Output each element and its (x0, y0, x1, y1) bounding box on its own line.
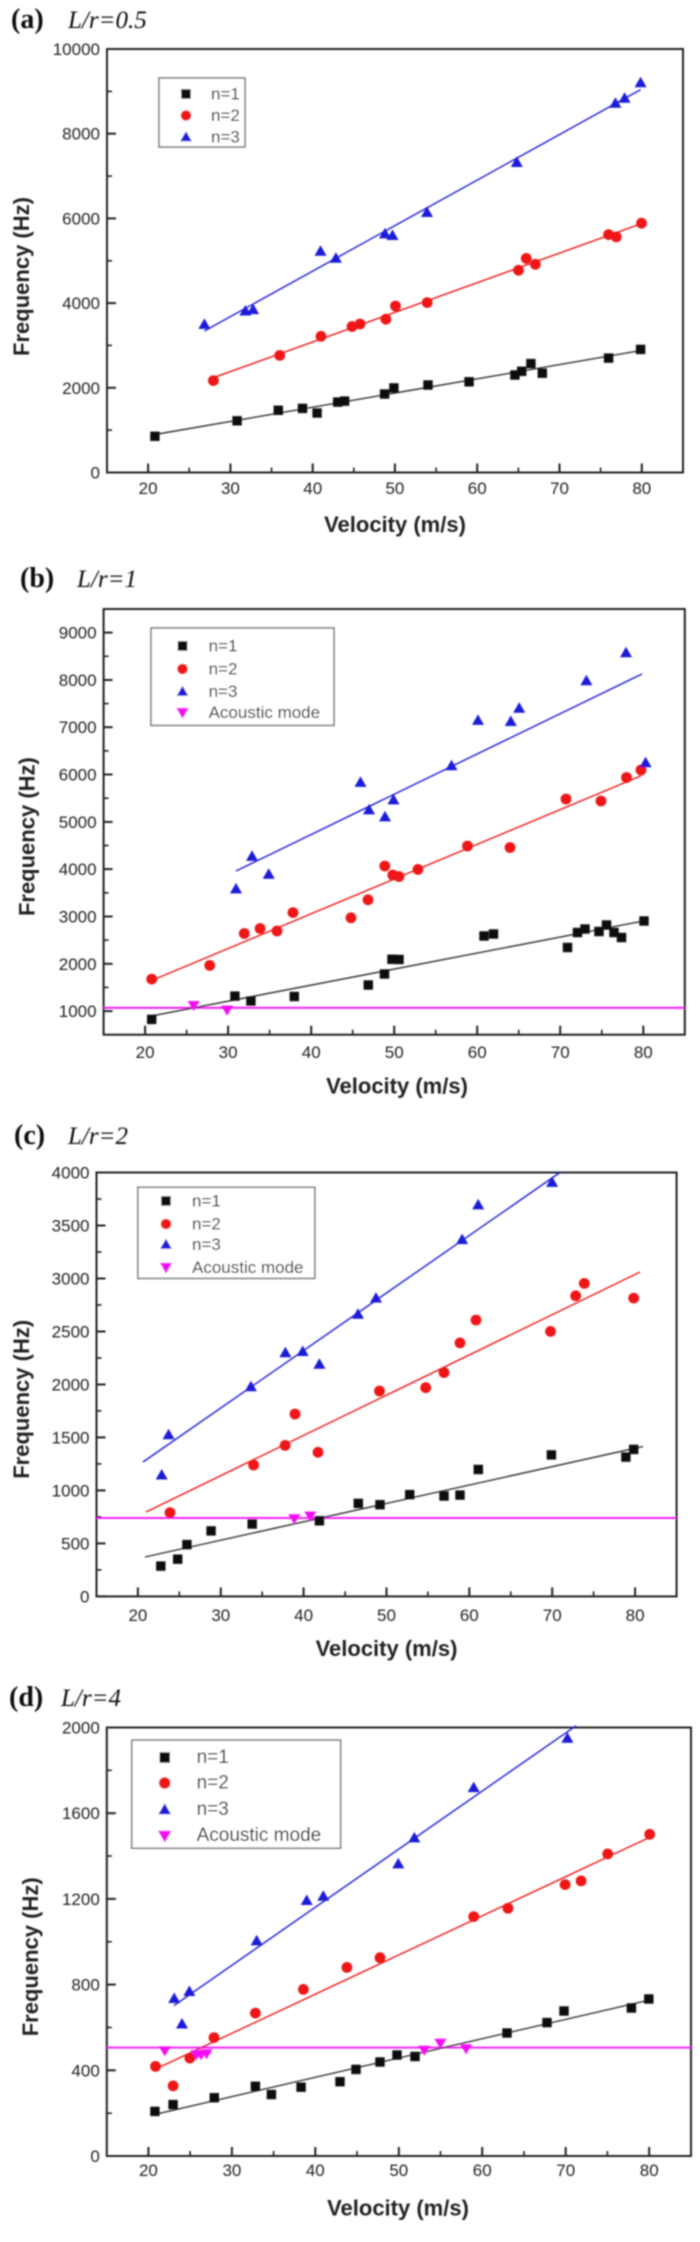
svg-text:50: 50 (389, 2161, 408, 2180)
svg-text:(c): (c) (14, 1120, 45, 1151)
svg-text:7000: 7000 (59, 718, 97, 737)
svg-text:n=3: n=3 (192, 1235, 221, 1254)
svg-text:n=3: n=3 (197, 1799, 229, 1820)
svg-text:9000: 9000 (59, 624, 97, 643)
svg-text:4000: 4000 (62, 294, 100, 313)
svg-text:n=2: n=2 (211, 106, 240, 125)
svg-text:Velocity (m/s): Velocity (m/s) (327, 2196, 469, 2221)
svg-text:L/r=4: L/r=4 (60, 1685, 121, 1712)
svg-text:n=1: n=1 (209, 637, 238, 656)
svg-text:Acoustic mode: Acoustic mode (192, 1258, 304, 1277)
svg-text:Acoustic mode: Acoustic mode (209, 703, 321, 722)
svg-text:Frequency (Hz): Frequency (Hz) (15, 757, 40, 916)
svg-text:5000: 5000 (59, 813, 97, 832)
svg-text:Acoustic mode: Acoustic mode (197, 1825, 322, 1846)
svg-text:2500: 2500 (52, 1323, 90, 1342)
svg-text:n=2: n=2 (197, 1773, 229, 1794)
svg-text:1200: 1200 (62, 1890, 100, 1909)
svg-text:1000: 1000 (59, 1002, 97, 1021)
svg-text:1500: 1500 (52, 1428, 90, 1447)
svg-text:n=3: n=3 (209, 682, 238, 701)
svg-text:80: 80 (632, 479, 651, 498)
svg-text:40: 40 (302, 1043, 321, 1062)
svg-text:60: 60 (473, 2161, 492, 2180)
svg-text:3500: 3500 (52, 1217, 90, 1236)
svg-text:Velocity (m/s): Velocity (m/s) (316, 1636, 458, 1661)
svg-text:2000: 2000 (52, 1376, 90, 1395)
svg-text:10000: 10000 (53, 40, 100, 59)
svg-text:1000: 1000 (52, 1481, 90, 1500)
svg-text:30: 30 (211, 1606, 230, 1625)
svg-text:50: 50 (385, 1043, 404, 1062)
svg-text:80: 80 (640, 2161, 659, 2180)
svg-text:6000: 6000 (59, 766, 97, 785)
svg-text:20: 20 (128, 1606, 147, 1625)
svg-text:(a): (a) (11, 4, 44, 35)
svg-text:60: 60 (468, 1043, 487, 1062)
svg-text:(b): (b) (20, 563, 54, 594)
svg-text:30: 30 (221, 479, 240, 498)
svg-text:40: 40 (306, 2161, 325, 2180)
svg-text:0: 0 (91, 464, 100, 483)
svg-text:2000: 2000 (59, 955, 97, 974)
svg-text:3000: 3000 (52, 1270, 90, 1289)
svg-text:n=3: n=3 (211, 128, 240, 147)
svg-text:60: 60 (460, 1606, 479, 1625)
svg-text:(d): (d) (9, 1682, 43, 1713)
svg-text:20: 20 (139, 2161, 158, 2180)
svg-text:4000: 4000 (59, 860, 97, 879)
svg-text:500: 500 (61, 1534, 89, 1553)
svg-text:70: 70 (556, 2161, 575, 2180)
svg-text:L/r=1: L/r=1 (76, 566, 137, 593)
svg-text:Velocity (m/s): Velocity (m/s) (324, 512, 466, 537)
svg-text:30: 30 (219, 1043, 238, 1062)
svg-text:8000: 8000 (62, 125, 100, 144)
svg-text:70: 70 (550, 479, 569, 498)
svg-text:2000: 2000 (62, 379, 100, 398)
svg-text:0: 0 (80, 1587, 89, 1606)
svg-text:8000: 8000 (59, 671, 97, 690)
svg-text:70: 70 (543, 1606, 562, 1625)
svg-text:n=2: n=2 (192, 1215, 221, 1234)
svg-text:6000: 6000 (62, 209, 100, 228)
svg-text:3000: 3000 (59, 908, 97, 927)
svg-text:1600: 1600 (62, 1804, 100, 1823)
svg-text:400: 400 (71, 2061, 99, 2080)
svg-text:70: 70 (551, 1043, 570, 1062)
svg-text:50: 50 (385, 479, 404, 498)
svg-text:20: 20 (139, 479, 158, 498)
svg-text:Velocity (m/s): Velocity (m/s) (326, 1074, 468, 1099)
svg-text:80: 80 (634, 1043, 653, 1062)
svg-text:Frequency (Hz): Frequency (Hz) (18, 1877, 43, 2036)
svg-text:30: 30 (222, 2161, 241, 2180)
svg-text:80: 80 (626, 1606, 645, 1625)
svg-text:Frequency (Hz): Frequency (Hz) (9, 197, 34, 356)
svg-text:0: 0 (90, 2147, 99, 2166)
svg-text:2000: 2000 (62, 1719, 100, 1738)
svg-text:L/r=2: L/r=2 (67, 1123, 128, 1150)
svg-text:60: 60 (468, 479, 487, 498)
svg-text:50: 50 (377, 1606, 396, 1625)
svg-text:n=2: n=2 (209, 660, 238, 679)
svg-text:40: 40 (303, 479, 322, 498)
svg-text:4000: 4000 (52, 1164, 90, 1183)
svg-text:Frequency (Hz): Frequency (Hz) (9, 1320, 34, 1479)
svg-text:n=1: n=1 (197, 1747, 229, 1768)
svg-text:L/r=0.5: L/r=0.5 (67, 7, 147, 34)
svg-text:n=1: n=1 (211, 85, 240, 104)
svg-text:n=1: n=1 (192, 1192, 221, 1211)
svg-text:40: 40 (294, 1606, 313, 1625)
svg-text:800: 800 (71, 1976, 99, 1995)
svg-text:20: 20 (136, 1043, 155, 1062)
